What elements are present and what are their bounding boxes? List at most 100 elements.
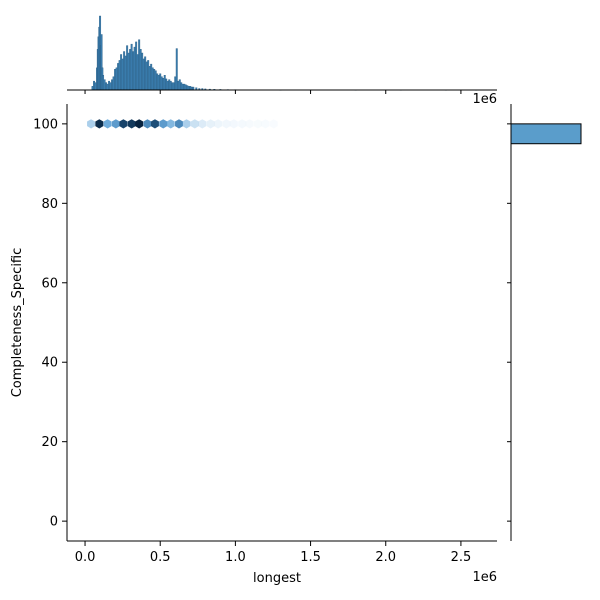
hexbin-cell <box>150 119 159 129</box>
top-histogram-bar <box>136 54 139 91</box>
top-histogram-bar <box>154 70 157 91</box>
hexbin-cell <box>222 119 231 129</box>
top-histogram-bar <box>151 67 154 91</box>
top-histogram-bar <box>174 76 177 91</box>
top-histogram-bar <box>162 77 165 91</box>
hexbin-cell <box>198 119 207 129</box>
top-histogram-bar <box>142 58 145 91</box>
top-histogram-bar <box>124 55 127 91</box>
top-histogram-bar <box>160 76 163 91</box>
top-histogram-bar <box>178 79 181 91</box>
top-histogram-bar <box>157 74 160 91</box>
top-histogram-bar <box>132 51 135 91</box>
top-histogram-bar <box>175 48 178 91</box>
hexbin-cell <box>245 119 254 129</box>
hexbin-cell <box>214 119 223 129</box>
hexbin-cell <box>175 119 183 129</box>
top-histogram-bar <box>147 60 150 91</box>
top-histogram-bar <box>141 52 144 91</box>
top-histogram-bar <box>139 49 142 91</box>
top-histogram-bar <box>108 80 111 91</box>
top-histogram-bar <box>172 82 175 91</box>
top-histogram-bar <box>126 45 129 91</box>
hexbin-cell <box>95 119 104 129</box>
hexbin-cell <box>111 119 120 129</box>
top-histogram-bar <box>169 80 172 91</box>
top-histogram-bar <box>106 83 109 91</box>
hexbin-cell <box>103 119 112 129</box>
top-histogram-bar <box>159 73 162 91</box>
hexbin-cell <box>229 119 238 129</box>
top-histogram-bar <box>186 85 189 91</box>
top-histogram-bar <box>109 82 112 91</box>
x-axis-label: longest <box>253 571 301 586</box>
hexbin-cell <box>182 119 191 129</box>
top-histogram-bar <box>103 79 106 91</box>
hexbin-cell <box>253 119 262 129</box>
top-histogram-bar <box>111 79 114 91</box>
top-histogram-bar <box>171 82 174 91</box>
top-histogram-bar <box>105 82 108 91</box>
top-histogram-bar <box>165 78 168 91</box>
x-tick-label: 2.5 <box>451 550 472 565</box>
top-histogram-bar <box>112 76 115 91</box>
top-histogram-bar <box>148 66 151 91</box>
hexbin-cell <box>143 119 152 129</box>
top-histogram-bar <box>156 73 159 91</box>
hexbin-cell <box>190 119 199 129</box>
x-offset-text-top: 1e6 <box>472 92 497 107</box>
y-tick-label: 20 <box>41 435 58 450</box>
hexbin-cell <box>238 119 247 129</box>
hexbin-cell <box>206 119 215 129</box>
top-histogram-bar <box>94 82 97 91</box>
main-plot-area: 0.0 0.5 1.0 1.5 2.0 2.5 0 20 40 60 80 100 <box>33 104 497 565</box>
y-tick-label: 80 <box>41 197 58 212</box>
top-histogram-bar <box>177 80 180 91</box>
top-histogram-bar <box>129 49 132 91</box>
top-histogram-bar <box>168 79 171 91</box>
y-tick-label: 60 <box>41 276 58 291</box>
top-histogram-bar <box>144 56 147 91</box>
top-histogram-bar <box>120 54 123 91</box>
top-histogram-bar <box>121 58 124 91</box>
right-histogram-bar <box>510 123 582 145</box>
hexbin-cell <box>269 119 278 129</box>
hexbin-cell <box>119 119 128 129</box>
x-tick-label: 0.0 <box>75 550 96 565</box>
top-histogram-bar <box>114 69 117 91</box>
hexbin-cell <box>127 119 136 129</box>
x-offset-text-bottom: 1e6 <box>472 570 497 585</box>
top-histogram-bar <box>163 74 166 91</box>
y-tick-label: 100 <box>33 117 58 132</box>
top-histogram-bar <box>166 80 169 91</box>
top-histogram-bar <box>91 86 94 91</box>
top-histogram-bar <box>181 83 184 91</box>
x-tick-label: 0.5 <box>150 550 171 565</box>
top-marginal-histogram <box>67 15 497 94</box>
x-tick-label: 2.0 <box>375 550 396 565</box>
top-histogram-bar <box>117 63 120 91</box>
top-histogram-bar <box>115 67 118 91</box>
y-tick-label: 0 <box>50 515 58 530</box>
top-histogram-bar <box>127 52 130 91</box>
hexbin-cell <box>135 119 144 129</box>
top-histogram-bar <box>153 69 156 91</box>
hexbin-cell <box>87 119 96 129</box>
right-marginal-histogram <box>507 104 582 541</box>
x-tick-label: 1.0 <box>225 550 246 565</box>
top-histogram-bar <box>123 51 126 91</box>
top-histogram-bar <box>187 86 190 91</box>
y-tick-label: 40 <box>41 356 58 371</box>
hexbin-cell <box>166 119 175 129</box>
top-histogram-bar <box>93 80 96 91</box>
top-histogram-bar <box>133 46 136 91</box>
hexbin-cell <box>261 119 270 129</box>
y-axis-label: Completeness_Specific <box>10 248 25 398</box>
top-histogram-bar <box>145 61 148 91</box>
top-histogram-bar <box>184 84 187 91</box>
top-histogram-bar <box>118 60 121 91</box>
top-histogram-bar <box>138 39 141 91</box>
top-histogram-bar <box>189 86 192 91</box>
top-histogram-bar <box>150 63 153 91</box>
